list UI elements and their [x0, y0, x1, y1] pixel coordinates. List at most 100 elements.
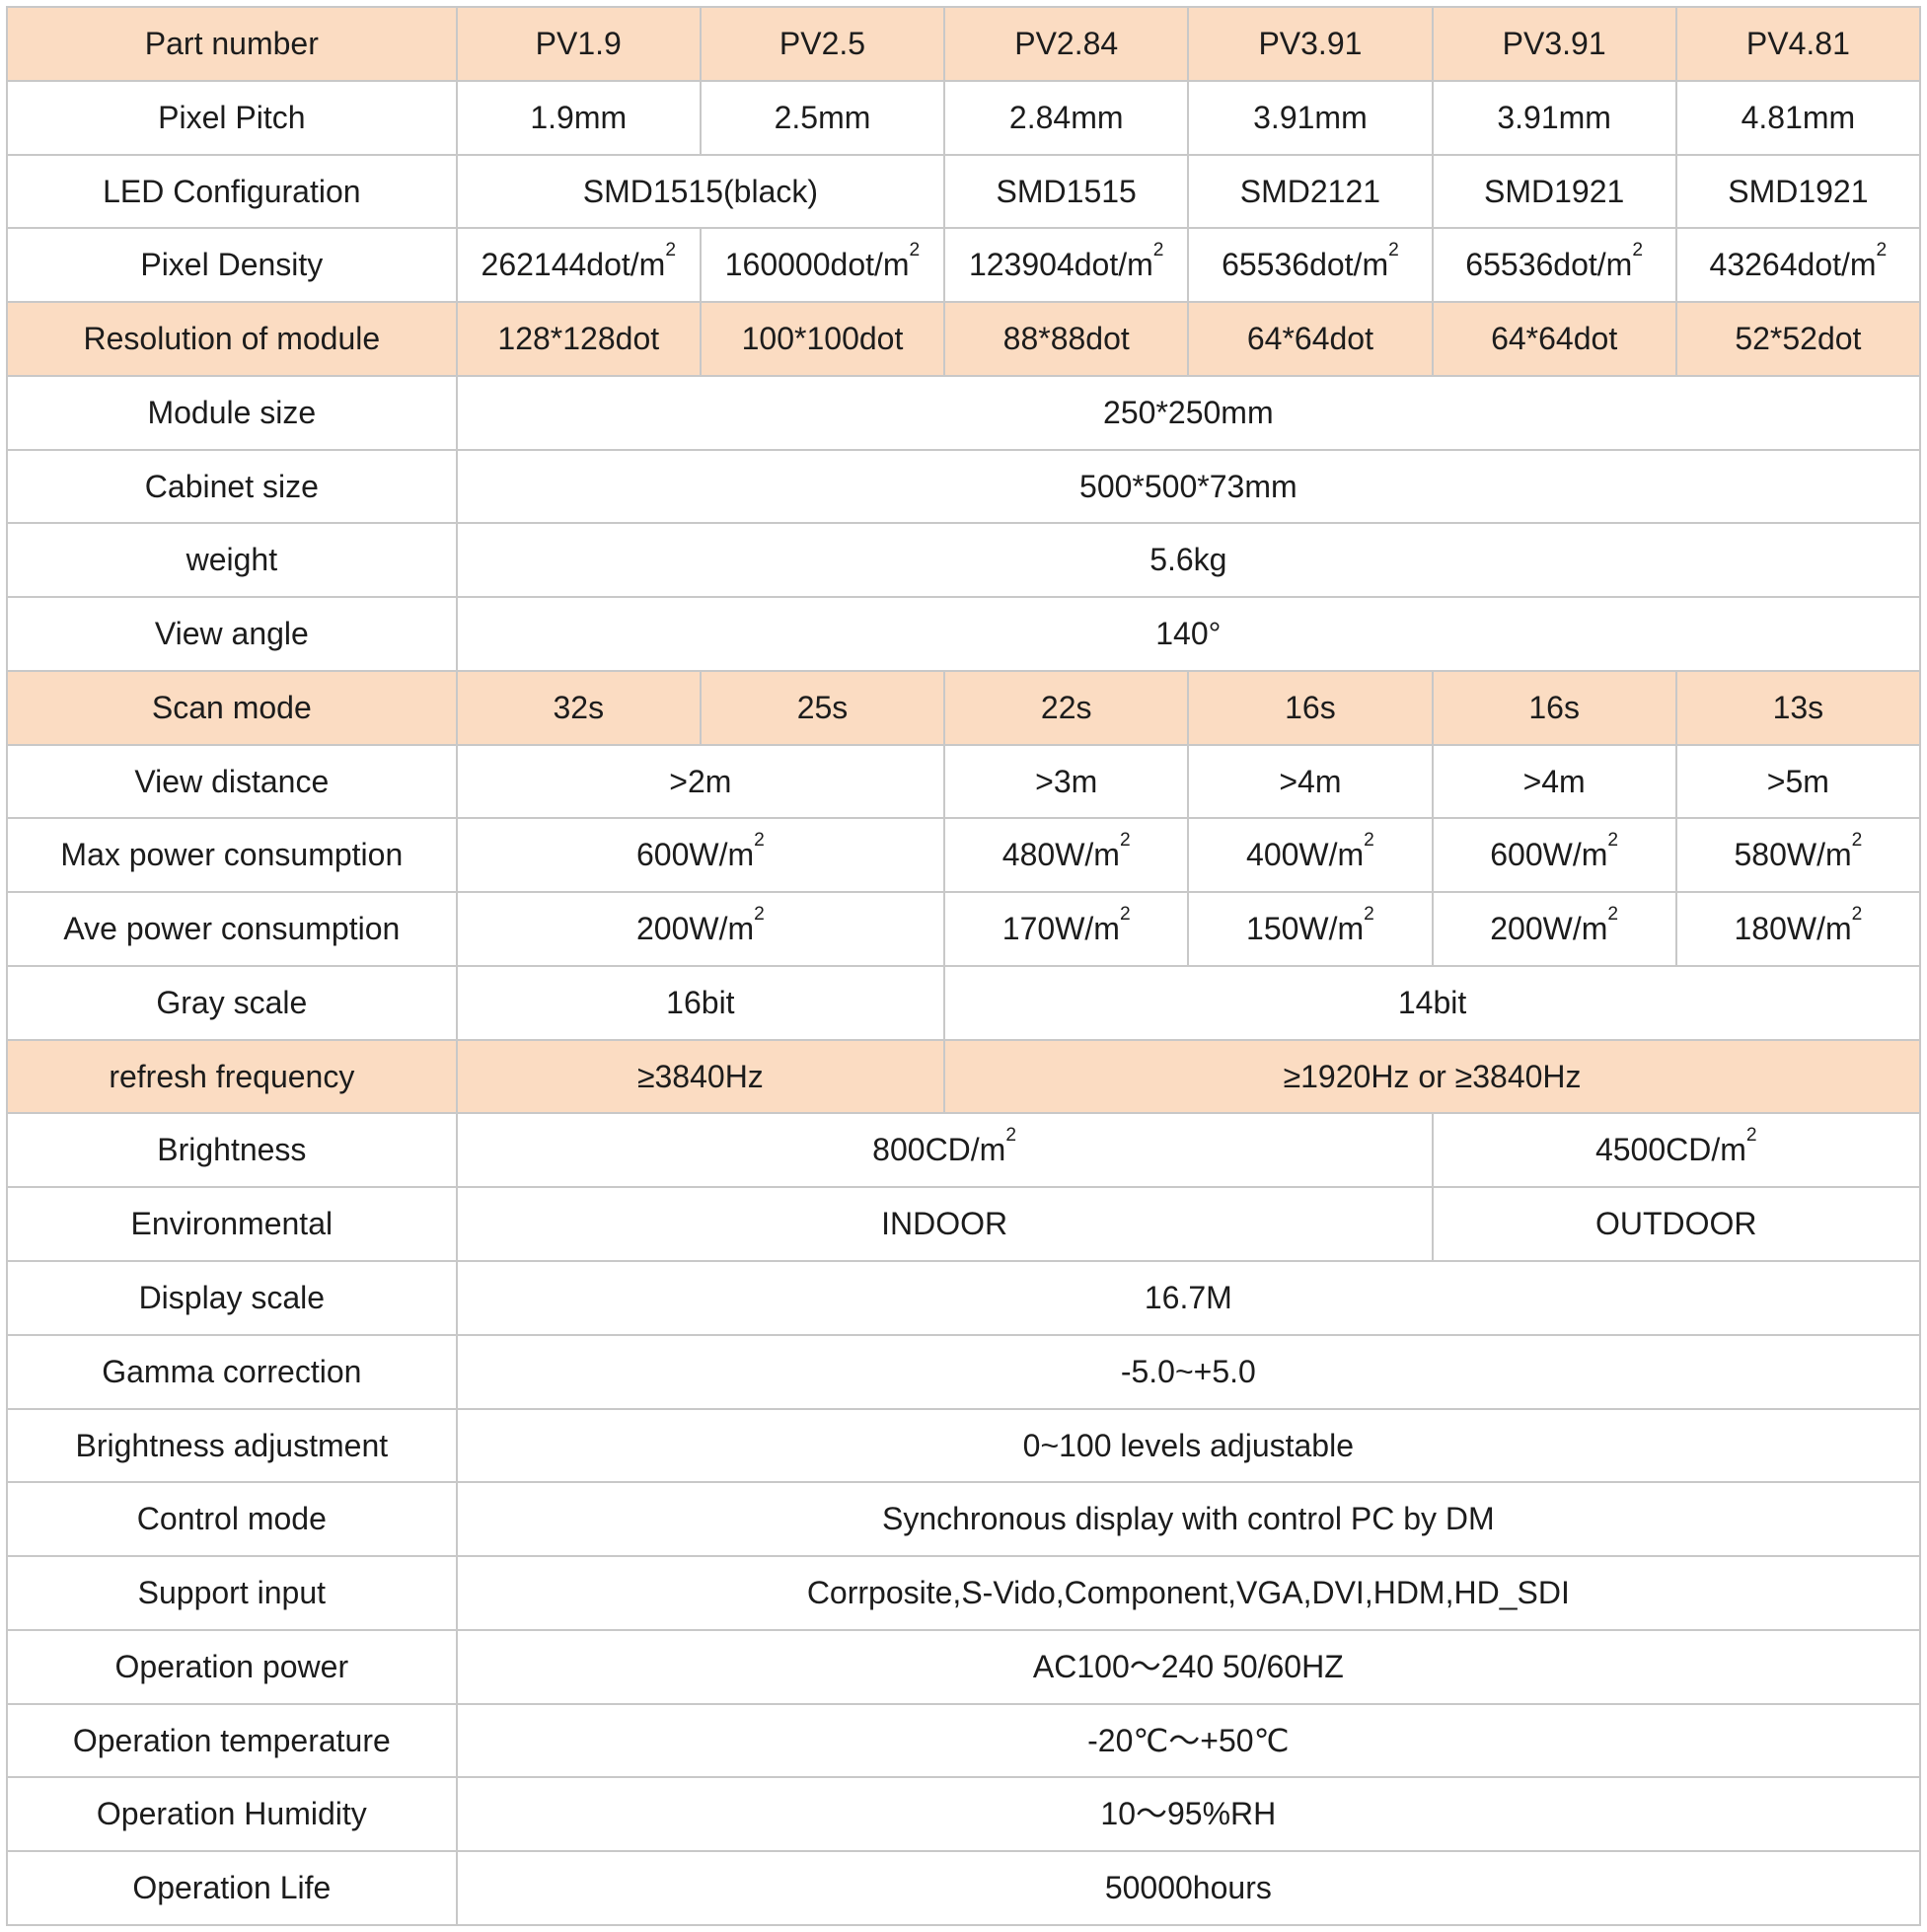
superscript: 2 — [1364, 830, 1374, 852]
spec-value-cell: 16s — [1187, 669, 1434, 746]
superscript: 2 — [1005, 1125, 1016, 1147]
spec-row-view-distance: View distance >2m >3m >4m >4m >5m — [6, 743, 1922, 820]
spec-row-ave-power-consumption: Ave power consumption 200W/m2 170W/m2 150W/… — [6, 891, 1922, 967]
spec-value-cell: 43264dot/m2 — [1674, 227, 1922, 304]
row-label: Operation power — [6, 1628, 458, 1705]
row-label: Ave power consumption — [6, 891, 458, 967]
spec-value-cell: 180W/m2 — [1674, 891, 1922, 967]
superscript: 2 — [754, 903, 765, 925]
spec-row-led-configuration: LED Configuration SMD1515(black) SMD1515 SM… — [6, 153, 1922, 230]
row-label: Operation Humidity — [6, 1776, 458, 1853]
spec-value-cell: 200W/m2 — [455, 891, 946, 967]
superscript: 2 — [1119, 903, 1131, 925]
spec-value-cell: 100*100dot — [699, 301, 946, 377]
spec-value-cell: 32s — [455, 669, 702, 746]
spec-value-cell: 16bit — [455, 964, 946, 1041]
spec-row-pixel-pitch: Pixel Pitch 1.9mm 2.5mm 2.84mm 3.91mm 3.91mm 4… — [6, 79, 1922, 156]
row-label: weight — [6, 522, 458, 599]
row-label: View distance — [6, 743, 458, 820]
row-label: Scan mode — [6, 669, 458, 746]
spec-value-cell: >4m — [1431, 743, 1677, 820]
spec-row-gray-scale: Gray scale 16bit 14bit — [6, 964, 1921, 1041]
spec-value-cell: >5m — [1674, 743, 1922, 820]
row-label: Pixel Pitch — [6, 79, 458, 156]
spec-value-cell: 140° — [455, 596, 1922, 672]
spec-value-cell: 150W/m2 — [1187, 891, 1434, 967]
superscript: 2 — [1119, 830, 1131, 852]
spec-row-pixel-density: Pixel Density 262144dot/m2 160000dot/m2 123… — [6, 227, 1922, 304]
row-label: Support input — [6, 1555, 458, 1631]
spec-value-cell: 16s — [1431, 669, 1677, 746]
spec-row-resolution-of-module: Resolution of module 128*128dot 100*100dot… — [6, 301, 1922, 377]
spec-row-cabinet-size: Cabinet size 500*500*73mm — [6, 448, 1922, 525]
spec-value-cell: 64*64dot — [1431, 301, 1677, 377]
spec-value-cell: 160000dot/m2 — [699, 227, 946, 304]
spec-value-cell: SMD1921 — [1674, 153, 1922, 230]
spec-value-cell: 13s — [1674, 669, 1922, 746]
spec-value-cell: 4500CD/m2 — [1431, 1112, 1922, 1189]
superscript: 2 — [1851, 903, 1863, 925]
spec-value-cell: ≥3840Hz — [455, 1038, 946, 1115]
row-label: Module size — [6, 374, 458, 451]
spec-value-cell: SMD1515 — [943, 153, 1190, 230]
superscript: 2 — [1152, 240, 1164, 260]
spec-row-module-size: Module size 250*250mm — [6, 374, 1922, 451]
superscript: 2 — [1632, 240, 1643, 260]
spec-value-cell: 2.84mm — [943, 79, 1190, 156]
spec-row-operation-humidity: Operation Humidity 10～95%RH — [6, 1776, 1922, 1853]
spec-value-cell: >2m — [455, 743, 946, 820]
spec-value-cell: 65536dot/m2 — [1431, 227, 1677, 304]
spec-value-cell: 65536dot/m2 — [1187, 227, 1434, 304]
spec-value-cell: 50000hours — [455, 1850, 1922, 1926]
spec-row-operation-power: Operation power AC100～240 50/60HZ — [6, 1628, 1922, 1705]
spec-value-cell: 16.7M — [455, 1260, 1922, 1336]
superscript: 2 — [1607, 830, 1619, 852]
spec-row-control-mode: Control mode Synchronous display with con… — [6, 1481, 1922, 1558]
row-label: View angle — [6, 596, 458, 672]
spec-value-cell: 0~100 levels adjustable — [455, 1407, 1922, 1484]
row-label: Gamma correction — [6, 1333, 458, 1410]
spec-value-cell: 2.5mm — [699, 79, 946, 156]
spec-value-cell: 52*52dot — [1674, 301, 1922, 377]
superscript: 2 — [754, 830, 765, 852]
spec-row-gamma-correction: Gamma correction -5.0~+5.0 — [6, 1333, 1922, 1410]
spec-value-cell: >4m — [1187, 743, 1434, 820]
spec-value-cell: -5.0~+5.0 — [455, 1333, 1922, 1410]
spec-row-support-input: Support input Corrposite,S-Vido,Component… — [6, 1555, 1922, 1631]
spec-row-scan-mode: Scan mode 32s 25s 22s 16s 16s 13s — [6, 669, 1922, 746]
spec-value-cell: Synchronous display with control PC by D… — [455, 1481, 1922, 1558]
row-label: Pixel Density — [6, 227, 458, 304]
row-label: LED Configuration — [6, 153, 458, 230]
spec-value-cell: 22s — [943, 669, 1190, 746]
spec-row-max-power-consumption: Max power consumption 600W/m2 480W/m2 400W/… — [6, 817, 1922, 894]
row-label: Resolution of module — [6, 301, 458, 377]
row-label: Environmental — [6, 1186, 458, 1263]
superscript: 2 — [1876, 240, 1888, 260]
spec-value-cell: 88*88dot — [943, 301, 1190, 377]
spec-value-cell: 25s — [699, 669, 946, 746]
spec-row-environmental: Environmental INDOOR OUTDOOR — [6, 1186, 1922, 1263]
spec-row-brightness: Brightness 800CD/m2 4500CD/m2 — [6, 1112, 1922, 1189]
superscript: 2 — [1851, 830, 1863, 852]
row-label: Operation Life — [6, 1850, 458, 1926]
spec-row-display-scale: Display scale 16.7M — [6, 1260, 1922, 1336]
spec-value-cell: PV3.91 — [1431, 6, 1677, 82]
spec-value-cell: 600W/m2 — [1431, 817, 1677, 894]
spec-value-cell: PV4.81 — [1674, 6, 1922, 82]
spec-value-cell: PV1.9 — [455, 6, 702, 82]
spec-value-cell: 580W/m2 — [1674, 817, 1922, 894]
spec-value-cell: 480W/m2 — [943, 817, 1190, 894]
spec-value-cell: 5.6kg — [455, 522, 1922, 599]
spec-row-refresh-frequency: refresh frequency ≥3840Hz ≥1920Hz or ≥3840… — [6, 1038, 1921, 1115]
spec-value-cell: PV3.91 — [1187, 6, 1434, 82]
spec-value-cell: 10～95%RH — [455, 1776, 1922, 1853]
spec-value-cell: 123904dot/m2 — [943, 227, 1190, 304]
spec-row-operation-temperature: Operation temperature -20℃～+50℃ — [6, 1702, 1922, 1779]
spec-table-body: Part number PV1.9 PV2.5 PV2.84 PV3.91 PV3.91 P… — [6, 6, 1922, 1926]
spec-value-cell: -20℃～+50℃ — [455, 1702, 1922, 1779]
row-label: Gray scale — [6, 964, 458, 1041]
superscript: 2 — [1607, 903, 1619, 925]
spec-value-cell: PV2.84 — [943, 6, 1190, 82]
spec-value-cell: 500*500*73mm — [455, 448, 1922, 525]
